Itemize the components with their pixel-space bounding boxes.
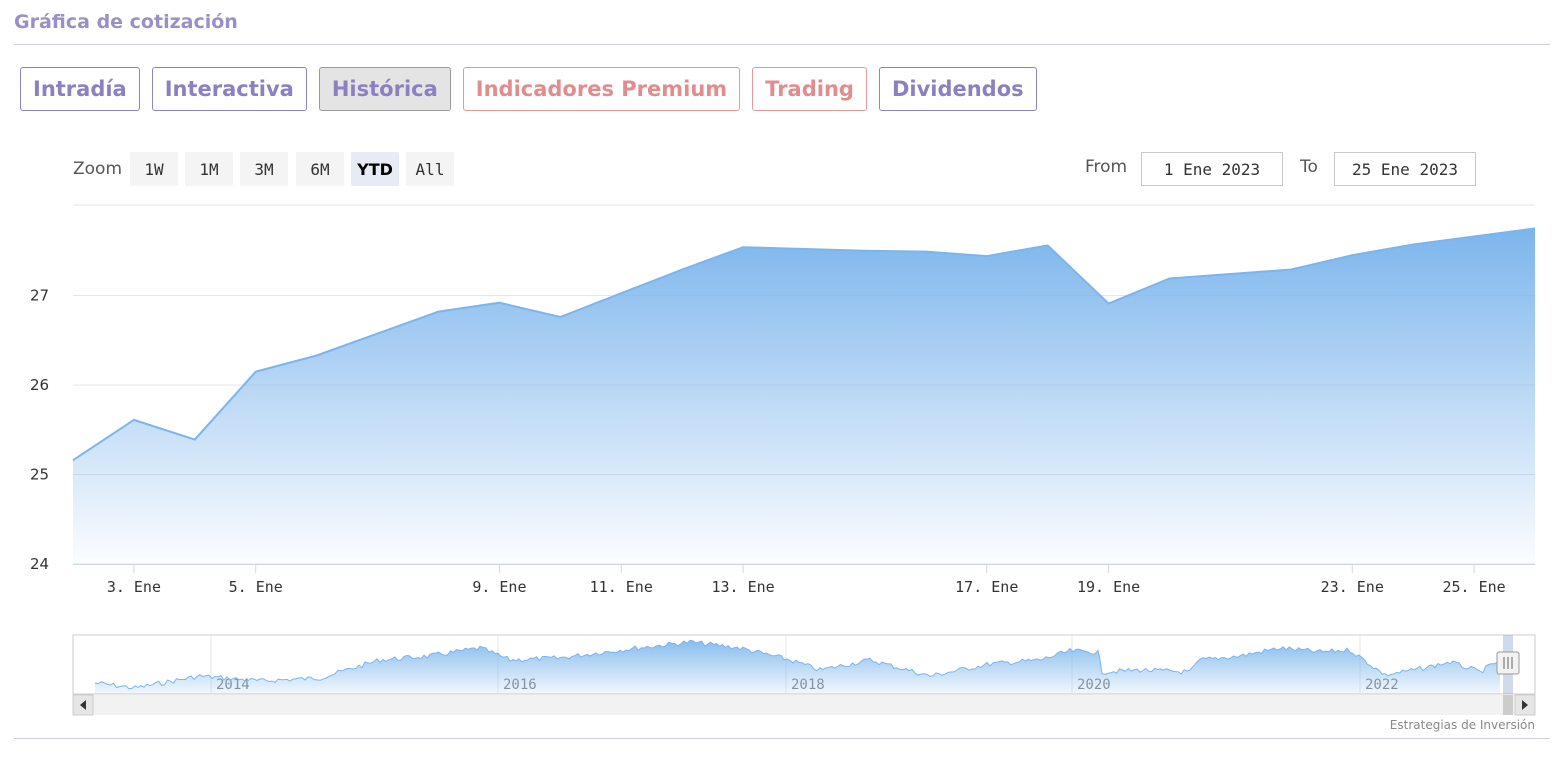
to-date-input[interactable] xyxy=(1334,152,1476,186)
x-tick-label: 25. Ene xyxy=(1442,578,1505,596)
y-tick-label: 24 xyxy=(30,555,49,573)
scrollbar[interactable] xyxy=(72,694,1536,716)
to-label: To xyxy=(1300,157,1318,177)
from-date-input[interactable] xyxy=(1141,152,1283,186)
navigator-area xyxy=(95,640,1500,694)
zoom-1m-button[interactable]: 1M xyxy=(185,152,233,186)
title-divider xyxy=(14,44,1550,45)
y-tick-label: 25 xyxy=(30,466,49,484)
scroll-left-arrow-icon xyxy=(80,700,86,710)
price-area xyxy=(73,228,1535,564)
scrollbar-track xyxy=(73,695,1535,715)
credits[interactable]: Estrategias de Inversión xyxy=(1389,718,1535,732)
x-tick-label: 23. Ene xyxy=(1321,578,1384,596)
x-tick-label: 5. Ene xyxy=(229,578,283,596)
x-tick-label: 17. Ene xyxy=(955,578,1018,596)
x-axis: 3. Ene 5. Ene 9. Ene 11. Ene 13. Ene 17. Ene 1… xyxy=(73,564,1535,596)
x-tick-label: 19. Ene xyxy=(1077,578,1140,596)
y-tick-label: 26 xyxy=(30,376,49,394)
zoom-1w-button[interactable]: 1W xyxy=(130,152,178,186)
scrollbar-thumb xyxy=(1503,695,1513,715)
navigator[interactable]: 20142016201820202022 xyxy=(72,634,1536,695)
navigator-line xyxy=(94,639,1501,690)
section-title: Gráfica de cotización xyxy=(14,11,238,33)
scroll-right-arrow-icon xyxy=(1522,700,1528,710)
zoom-all-button[interactable]: All xyxy=(406,152,454,186)
chart-tabs: Intradía Interactiva Histórica Indicador… xyxy=(20,67,1037,111)
price-line xyxy=(72,227,1536,462)
tab-interactiva[interactable]: Interactiva xyxy=(151,67,307,111)
from-label: From xyxy=(1085,157,1128,177)
tab-intradia[interactable]: Intradía xyxy=(20,67,140,111)
x-tick-label: 13. Ene xyxy=(711,578,774,596)
y-tick-label: 27 xyxy=(30,287,49,305)
y-axis: 24 25 26 27 xyxy=(30,287,49,574)
zoom-6m-button[interactable]: 6M xyxy=(296,152,344,186)
x-tick-label: 11. Ene xyxy=(590,578,653,596)
zoom-ytd-button[interactable]: YTD xyxy=(351,152,399,186)
x-tick-label: 9. Ene xyxy=(472,578,526,596)
tab-historica[interactable]: Histórica xyxy=(318,67,451,111)
x-tick-label: 3. Ene xyxy=(107,578,161,596)
tab-trading[interactable]: Trading xyxy=(752,67,867,111)
bottom-divider xyxy=(14,738,1550,739)
tab-dividendos[interactable]: Dividendos xyxy=(878,67,1037,111)
zoom-label: Zoom xyxy=(73,159,123,179)
zoom-3m-button[interactable]: 3M xyxy=(240,152,288,186)
tab-indicadores-premium[interactable]: Indicadores Premium xyxy=(462,67,741,111)
